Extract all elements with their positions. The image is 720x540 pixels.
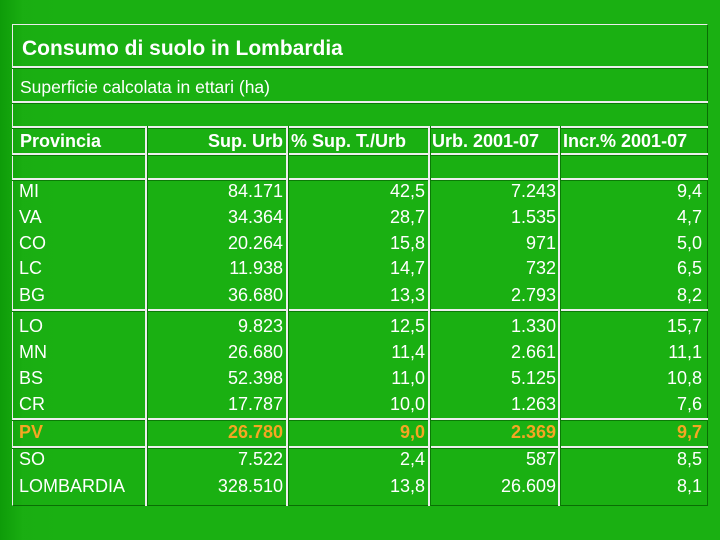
cell-incr-2001-07: 7,6	[676, 394, 702, 414]
slide-edge-shade-soft	[22, 0, 66, 540]
cell-pct-sup: 11,4	[391, 342, 425, 362]
cell-sup-urb: 26.780	[227, 422, 283, 442]
header-pct-sup: % Sup. T./Urb	[291, 131, 407, 151]
cell-provincia: LOMBARDIA	[19, 476, 126, 496]
cell-provincia: BS	[19, 368, 44, 388]
cell-sup-urb: 20.264	[227, 233, 283, 253]
cell-provincia: CO	[19, 233, 46, 253]
cell-urb-2001-07: 587	[525, 449, 556, 469]
cell-provincia: CR	[19, 394, 45, 414]
cell-pct-sup: 2,4	[399, 449, 425, 469]
cell-sup-urb: 17.787	[227, 394, 283, 414]
header-sup-urb: Sup. Urb	[208, 131, 283, 151]
cell-incr-2001-07: 4,7	[676, 207, 702, 227]
cell-provincia: MN	[19, 342, 47, 362]
cell-pct-sup: 28,7	[389, 207, 425, 227]
col-divider-3	[428, 126, 431, 506]
cell-sup-urb: 11.938	[229, 258, 283, 278]
slide-edge-shade	[0, 0, 22, 540]
cell-sup-urb: 328.510	[217, 476, 283, 496]
cell-urb-2001-07: 971	[525, 233, 556, 253]
cell-sup-urb: 84.171	[227, 181, 283, 201]
header-incr-2001-07: Incr.% 2001-07	[563, 131, 688, 151]
header-top-line	[12, 126, 708, 129]
cell-pct-sup: 13,8	[389, 476, 425, 496]
cell-pct-sup: 14,7	[389, 258, 425, 278]
cell-urb-2001-07: 1.535	[510, 207, 556, 227]
cell-provincia: LC	[19, 258, 43, 278]
cell-incr-2001-07: 8,5	[676, 449, 702, 469]
cell-provincia: LO	[19, 316, 44, 336]
header-provincia: Provincia	[20, 131, 102, 151]
slide-title: Consumo di suolo in Lombardia	[22, 37, 343, 60]
cell-urb-2001-07: 1.263	[510, 394, 556, 414]
col-divider-1	[145, 126, 148, 506]
cell-incr-2001-07: 9,7	[676, 422, 702, 442]
cell-sup-urb: 7.522	[237, 449, 283, 469]
group1-top-line	[12, 178, 708, 181]
cell-sup-urb: 34.364	[227, 207, 283, 227]
col-divider-4	[558, 126, 561, 506]
cell-urb-2001-07: 26.609	[500, 476, 556, 496]
cell-provincia: PV	[19, 422, 44, 442]
cell-urb-2001-07: 1.330	[510, 316, 556, 336]
cell-urb-2001-07: 2.793	[510, 285, 556, 305]
cell-urb-2001-07: 2.661	[510, 342, 556, 362]
highlight-top-line	[12, 418, 708, 421]
cell-provincia: VA	[19, 207, 42, 227]
cell-urb-2001-07: 732	[525, 258, 556, 278]
cell-incr-2001-07: 6,5	[676, 258, 702, 278]
cell-provincia: BG	[19, 285, 46, 305]
cell-urb-2001-07: 5.125	[510, 368, 556, 388]
cell-urb-2001-07: 2.369	[510, 422, 556, 442]
title-divider	[12, 66, 708, 69]
table-frame	[12, 24, 708, 506]
cell-incr-2001-07: 9,4	[676, 181, 702, 201]
cell-pct-sup: 15,8	[389, 233, 425, 253]
cell-sup-urb: 36.680	[227, 285, 283, 305]
header-bottom-line	[12, 153, 708, 156]
highlight-bottom-line	[12, 446, 708, 449]
col-divider-2	[286, 126, 289, 506]
cell-incr-2001-07: 15,7	[666, 316, 702, 336]
cell-sup-urb: 26.680	[227, 342, 283, 362]
cell-incr-2001-07: 5,0	[676, 233, 702, 253]
cell-incr-2001-07: 11,1	[668, 342, 702, 362]
cell-pct-sup: 9,0	[399, 422, 425, 442]
cell-pct-sup: 12,5	[389, 316, 425, 336]
cell-pct-sup: 13,3	[389, 285, 425, 305]
group2-top-line	[12, 309, 708, 312]
cell-pct-sup: 10,0	[389, 394, 425, 414]
cell-incr-2001-07: 8,2	[676, 285, 702, 305]
cell-provincia: SO	[19, 449, 46, 469]
subtitle-divider	[12, 101, 708, 104]
cell-sup-urb: 9.823	[237, 316, 283, 336]
cell-incr-2001-07: 10,8	[666, 368, 702, 388]
cell-urb-2001-07: 7.243	[510, 181, 556, 201]
cell-pct-sup: 42,5	[389, 181, 425, 201]
cell-provincia: MI	[19, 181, 39, 201]
slide-subtitle: Superficie calcolata in ettari (ha)	[20, 77, 270, 97]
cell-sup-urb: 52.398	[227, 368, 283, 388]
cell-incr-2001-07: 8,1	[676, 476, 702, 496]
header-urb-2001-07: Urb. 2001-07	[432, 131, 540, 151]
cell-pct-sup: 11,0	[391, 368, 425, 388]
